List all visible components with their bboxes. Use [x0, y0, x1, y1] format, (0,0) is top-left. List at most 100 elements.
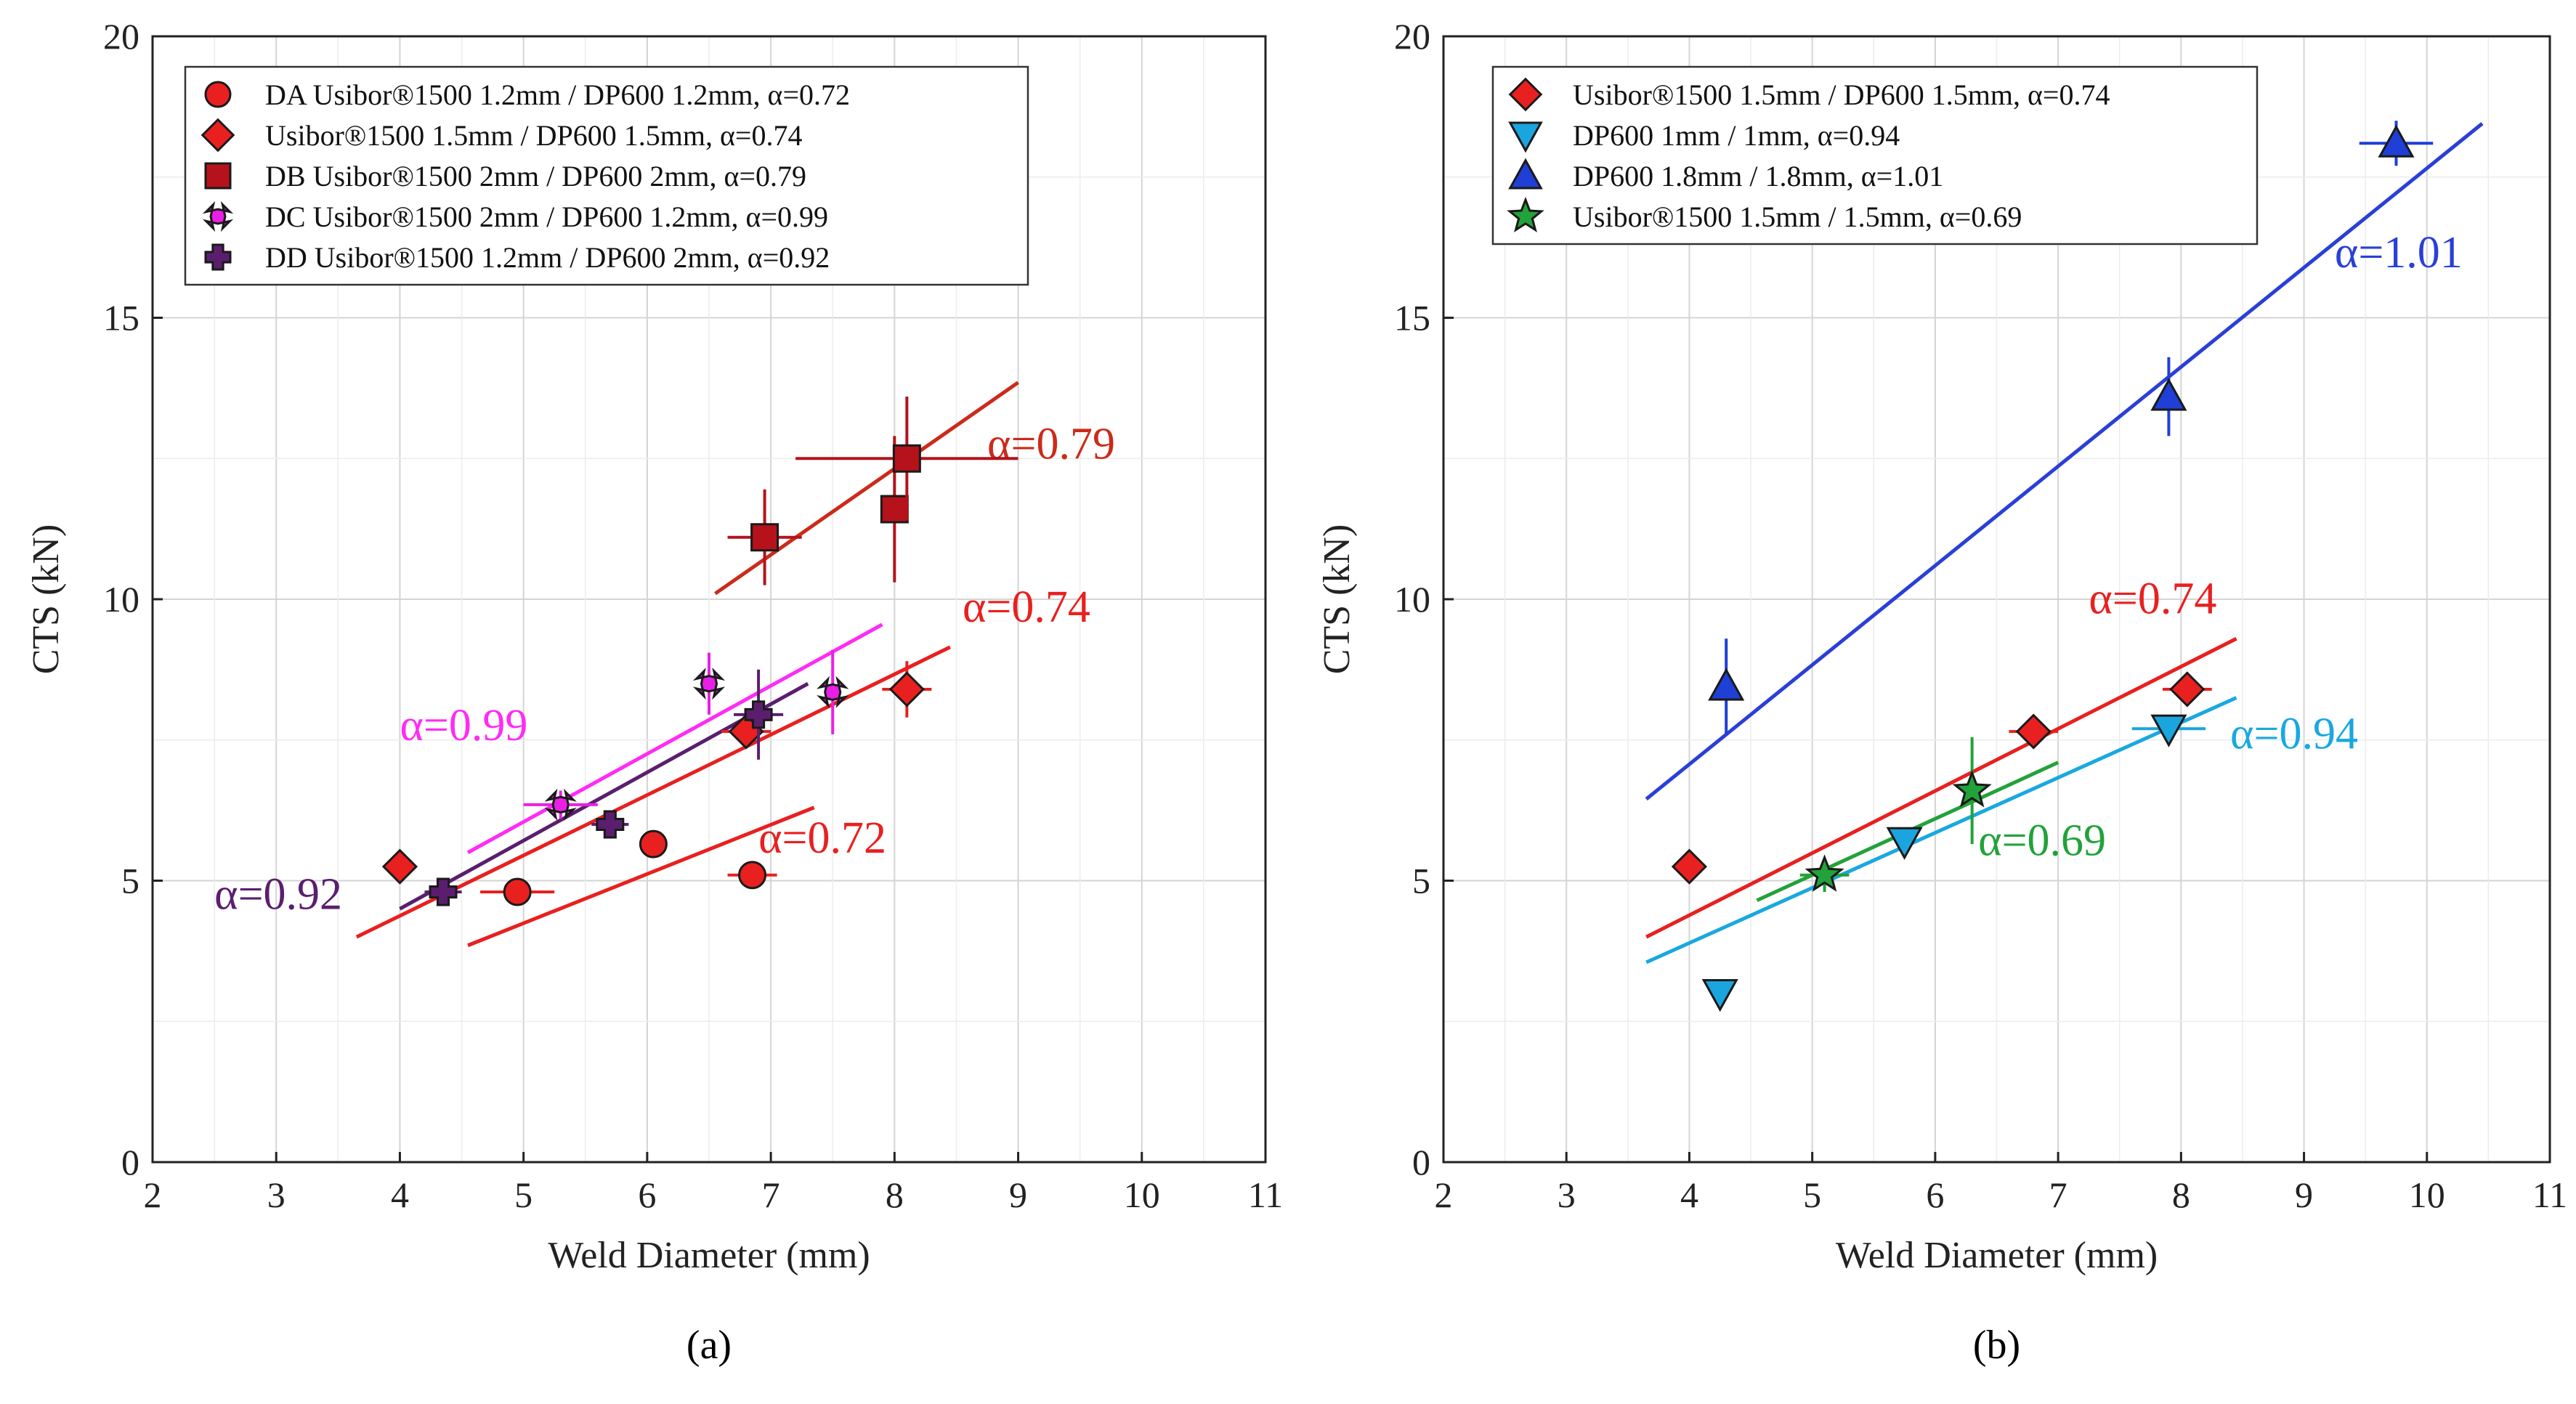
x-tick-label: 3 — [267, 1174, 285, 1215]
data-point — [692, 667, 726, 700]
data-point — [2169, 671, 2206, 707]
x-tick-label: 5 — [1803, 1174, 1821, 1215]
data-series — [1708, 121, 2434, 734]
fit-line-label: α=1.01 — [2335, 228, 2463, 277]
ticks: 2 3 4 5 6 7 8 9 10 11 0 5 10 15 20 — [1394, 16, 2567, 1215]
data-point — [1952, 770, 1992, 808]
data-point — [738, 861, 767, 890]
data-point — [1886, 827, 1923, 860]
y-tick-label: 5 — [121, 861, 139, 901]
x-tick-label: 9 — [2295, 1174, 2313, 1215]
fit-line-label: α=0.74 — [963, 583, 1090, 632]
legend-marker — [1507, 196, 1544, 232]
legend-entry: DP600 1mm / 1mm, α=0.94 — [1573, 119, 1900, 152]
fit-line-label: α=0.69 — [1978, 816, 2106, 866]
data-point — [596, 810, 625, 839]
y-tick-label: 20 — [1394, 16, 1430, 57]
data-point — [880, 495, 909, 524]
data-point — [2378, 124, 2415, 158]
fit-line-label: α=0.99 — [400, 701, 527, 750]
x-axis-title: Weld Diameter (mm) — [548, 1235, 870, 1276]
y-tick-label: 15 — [1394, 298, 1430, 338]
y-tick-label: 15 — [103, 298, 139, 338]
legend-entry: DA Usibor®1500 1.2mm / DP600 1.2mm, α=0.… — [265, 78, 850, 111]
x-tick-label: 11 — [1248, 1174, 1283, 1215]
legend-marker — [201, 118, 235, 153]
x-tick-label: 6 — [638, 1174, 656, 1215]
x-tick-label: 9 — [1009, 1174, 1027, 1215]
x-tick-label: 5 — [514, 1174, 532, 1215]
legend-entry: DC Usibor®1500 2mm / DP600 1.2mm, α=0.99 — [265, 200, 828, 233]
fit-line — [1645, 637, 2237, 939]
legend: DA Usibor®1500 1.2mm / DP600 1.2mm, α=0.… — [184, 65, 1029, 286]
legend: Usibor®1500 1.5mm / DP600 1.5mm, α=0.74 D… — [1491, 65, 2259, 246]
data-series — [727, 397, 1018, 585]
x-tick-label: 4 — [1680, 1174, 1698, 1215]
y-tick-label: 0 — [1412, 1142, 1430, 1182]
data-point — [1701, 979, 1738, 1013]
x-tick-label: 6 — [1926, 1174, 1944, 1215]
chart-b-svg: 2 3 4 5 6 7 8 9 10 11 0 5 10 15 20 Weld Diameter (mm) CT… — [1316, 16, 2567, 1368]
legend-entry: DB Usibor®1500 2mm / DP600 2mm, α=0.79 — [265, 160, 806, 192]
chart-panel-a: 2 3 4 5 6 7 8 9 10 11 0 5 10 15 20 Weld Diameter (mm) CT… — [25, 16, 1283, 1368]
data-point — [2015, 713, 2052, 750]
legend-marker — [1508, 158, 1543, 190]
legend-entry: Usibor®1500 1.5mm / 1.5mm, α=0.69 — [1573, 200, 2022, 233]
x-tick-label: 10 — [2409, 1174, 2445, 1215]
data-series — [381, 661, 932, 885]
panel-caption: (b) — [1973, 1323, 2020, 1368]
data-point — [639, 829, 668, 859]
fit-line — [1645, 122, 2484, 801]
x-tick-label: 3 — [1558, 1174, 1576, 1215]
data-series — [1701, 714, 2206, 1013]
data-point — [1708, 667, 1745, 701]
data-point — [1671, 848, 1708, 885]
data-point — [2150, 378, 2187, 411]
legend-entry: DD Usibor®1500 1.2mm / DP600 2mm, α=0.92 — [265, 241, 830, 274]
fit-line — [1645, 696, 2237, 965]
data-series — [1671, 671, 2212, 885]
legend-marker — [1508, 121, 1543, 153]
legend-box — [184, 65, 1029, 286]
x-tick-label: 8 — [2172, 1174, 2190, 1215]
fit-line — [467, 806, 815, 947]
data-series — [424, 669, 784, 906]
y-tick-label: 10 — [1394, 579, 1430, 620]
legend-box — [1491, 65, 2259, 246]
legend-marker — [204, 243, 232, 271]
data-point — [744, 700, 773, 729]
x-tick-label: 11 — [2532, 1174, 2567, 1215]
data-series — [523, 649, 849, 821]
y-tick-label: 20 — [103, 16, 139, 57]
data-series — [480, 829, 777, 906]
x-tick-label: 2 — [144, 1174, 162, 1215]
y-tick-label: 5 — [1412, 861, 1430, 901]
fit-line-label: α=0.79 — [987, 419, 1115, 468]
data-point — [888, 671, 925, 707]
legend-marker — [204, 81, 232, 108]
fit-line-label: α=0.92 — [214, 869, 342, 919]
legend-entry: DP600 1.8mm / 1.8mm, α=1.01 — [1573, 160, 1943, 192]
fit-line-label: α=0.74 — [2089, 574, 2216, 623]
data-point — [503, 877, 532, 906]
data-point — [2150, 714, 2187, 747]
fit-line-label: α=0.72 — [758, 813, 886, 863]
legend-entry: Usibor®1500 1.5mm / DP600 1.5mm, α=0.74 — [1573, 78, 2110, 111]
legend-marker — [1508, 77, 1543, 112]
y-tick-label: 0 — [121, 1142, 139, 1182]
y-axis-title: CTS (kN) — [1316, 524, 1358, 675]
ticks: 2 3 4 5 6 7 8 9 10 11 0 5 10 15 20 — [103, 16, 1283, 1215]
data-point — [544, 788, 577, 821]
chart-a-svg: 2 3 4 5 6 7 8 9 10 11 0 5 10 15 20 Weld Diameter (mm) CT… — [25, 16, 1283, 1368]
legend-marker — [204, 162, 232, 190]
legend-entry: Usibor®1500 1.5mm / DP600 1.5mm, α=0.74 — [265, 119, 803, 152]
x-tick-label: 8 — [886, 1174, 904, 1215]
data-series — [1799, 737, 1992, 892]
x-tick-label: 10 — [1124, 1174, 1160, 1215]
data-point — [892, 444, 921, 473]
x-tick-label: 2 — [1435, 1174, 1453, 1215]
y-axis-title: CTS (kN) — [25, 524, 67, 675]
x-tick-label: 7 — [762, 1174, 780, 1215]
fit-line — [466, 622, 883, 854]
panel-caption: (a) — [686, 1323, 732, 1368]
